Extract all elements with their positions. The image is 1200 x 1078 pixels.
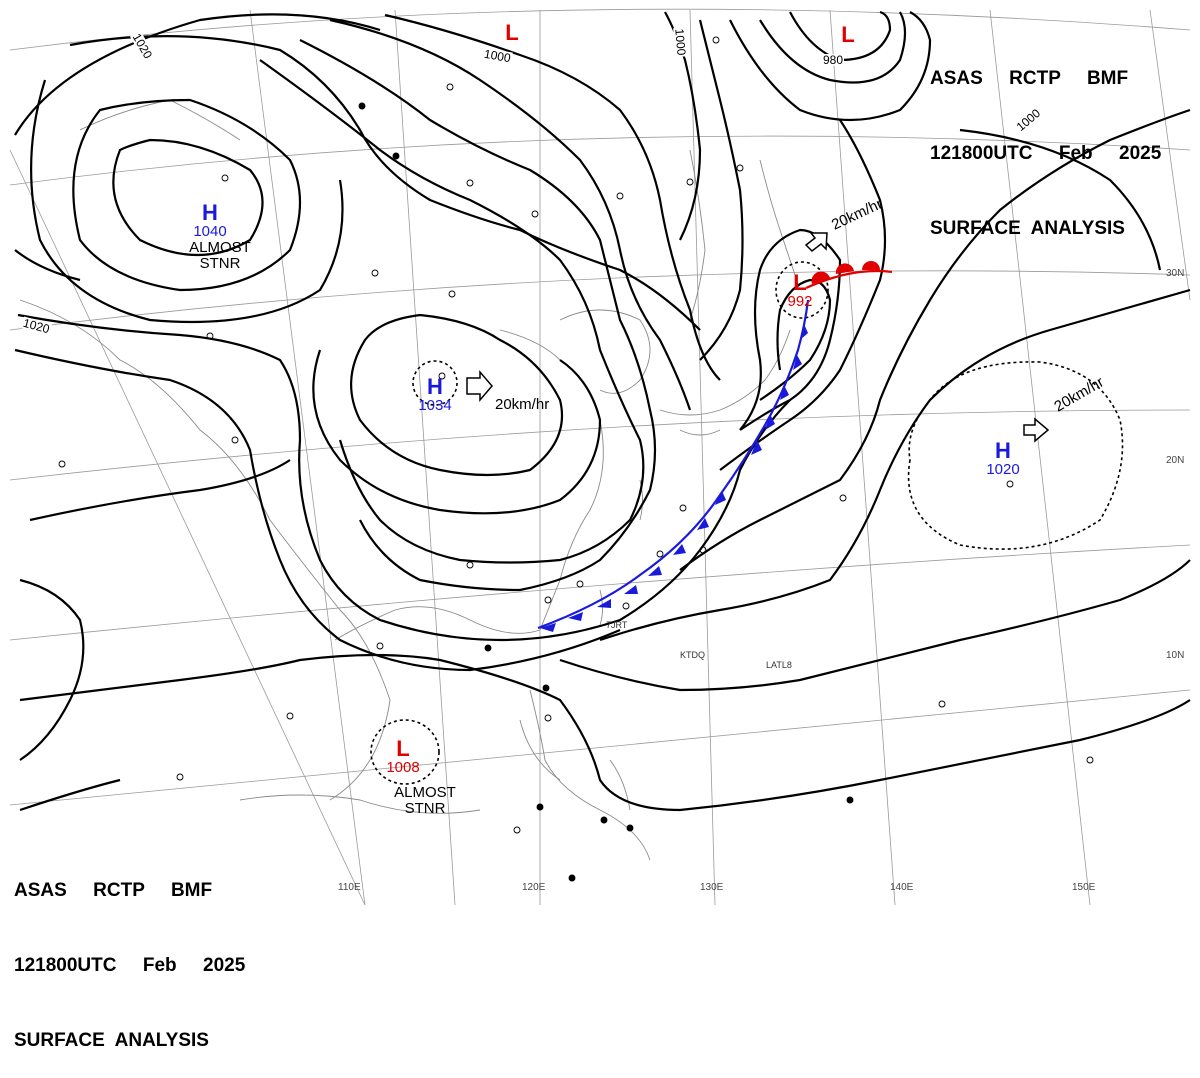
high-pressure-center-china: H 1034 [410, 376, 460, 414]
station-id: LATL8 [766, 660, 792, 670]
chart-header-top: ASAS RCTP BMF 121800UTC Feb 2025 SURFACE… [930, 16, 1161, 266]
header-line-3: SURFACE ANALYSIS [14, 1030, 209, 1051]
low-symbol: L [793, 270, 807, 295]
low-pressure-value: 1008 [386, 759, 420, 776]
header-line-1: ASAS RCTP BMF [930, 68, 1129, 89]
low-symbol: L [396, 736, 410, 761]
header-line-2: 121800UTC Feb 2025 [14, 955, 246, 976]
isobar-label: 1000 [672, 27, 689, 57]
lon-label-120e: 120E [522, 882, 546, 893]
high-symbol: H [995, 438, 1011, 463]
status-line-1: ALMOST [189, 239, 251, 256]
siberia-status-note: ALMOST STNR [180, 240, 260, 272]
station-id: KTDQ [680, 650, 706, 660]
scs-status-note: ALMOST STNR [385, 785, 465, 817]
lon-label-140e: 140E [890, 882, 914, 893]
lat-label-30n: 30N [1166, 268, 1185, 279]
header-line-1: ASAS RCTP BMF [14, 880, 213, 901]
high-pressure-center-pacific: H 1020 [978, 440, 1028, 478]
high-symbol: H [202, 200, 218, 225]
isobar-label: 980 [822, 53, 845, 67]
high-pressure-value: 1040 [193, 223, 227, 240]
surface-analysis-map [9, 8, 1191, 906]
low-pressure-center-scs: L 1008 [378, 738, 428, 776]
high-symbol: H [427, 374, 443, 399]
chart-header-bottom: ASAS RCTP BMF 121800UTC Feb 2025 SURFACE… [14, 828, 245, 1078]
movement-arrows [466, 232, 1050, 443]
low-symbol: L [841, 22, 855, 47]
lat-label-10n: 10N [1166, 650, 1185, 661]
cold-front [537, 299, 810, 632]
china-high-speed: 20km/hr [495, 396, 550, 413]
low-pressure-center-japan: L 992 [780, 272, 820, 310]
isobars [14, 10, 1191, 812]
station-plots [58, 36, 1094, 882]
low-pressure-value: 992 [787, 293, 813, 310]
status-line-2: STNR [404, 800, 446, 817]
lon-label-130e: 130E [700, 882, 724, 893]
header-line-2: 121800UTC Feb 2025 [930, 143, 1162, 164]
warm-front [805, 261, 893, 290]
low-pressure-center-north: L [500, 22, 524, 44]
high-pressure-center-siberia: H 1040 [180, 202, 240, 240]
lon-label-150e: 150E [1072, 882, 1096, 893]
lat-lon-grid [9, 8, 1191, 906]
high-pressure-value: 1034 [418, 397, 452, 414]
status-line-1: ALMOST [394, 784, 456, 801]
lon-label-110e: 110E [338, 882, 361, 893]
low-pressure-center-northeast: L [836, 24, 860, 46]
status-line-2: STNR [199, 255, 241, 272]
header-line-3: SURFACE ANALYSIS [930, 218, 1125, 239]
station-id: 7JRT [606, 620, 628, 630]
dashed-centre-outlines [370, 261, 1124, 785]
low-symbol: L [505, 20, 519, 45]
lat-label-20n: 20N [1166, 455, 1185, 466]
high-pressure-value: 1020 [986, 461, 1020, 478]
